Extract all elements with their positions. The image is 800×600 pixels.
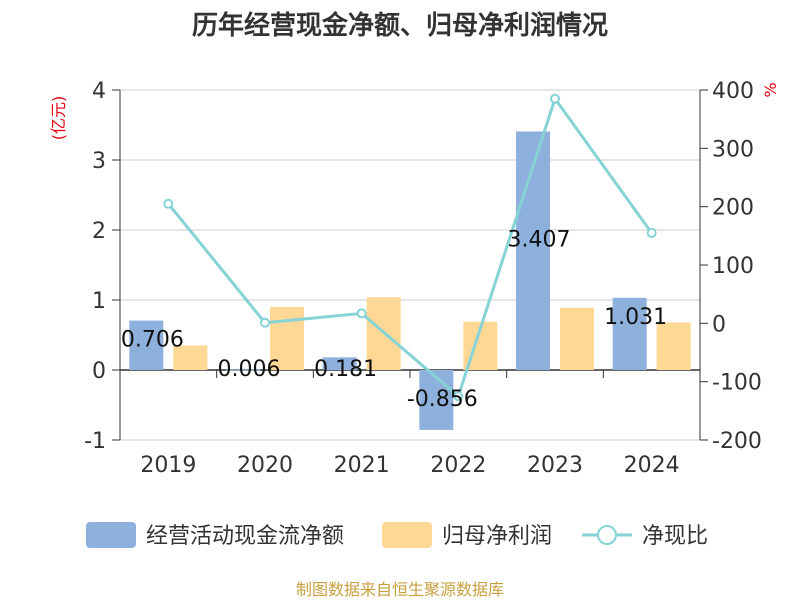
left-tick-label: 4 [92,79,106,104]
left-tick-label: 2 [92,219,106,244]
cash-flow-bar [322,357,357,370]
right-tick-label: 0 [712,312,726,337]
net-profit-bar [560,307,594,370]
net-profit-bar [656,322,691,370]
right-tick-label: 400 [712,79,754,104]
ratio-point [356,308,367,319]
legend-swatch-ratio-point [597,525,617,545]
net-profit-bar [270,307,304,370]
cash-flow-data-label: -0.856 [407,387,478,412]
left-tick-label: 0 [92,359,106,384]
ratio-point [260,317,270,328]
cash-flow-data-label: 3.407 [508,228,571,253]
x-tick-label: 2023 [527,453,583,478]
legend: 经营活动现金流净额 归母净利润 净现比 [86,522,708,549]
right-tick-label: 200 [712,196,754,221]
cash-flow-data-label: 1.031 [604,305,667,330]
ratio-point [453,391,464,402]
chart-title: 历年经营现金净额、归母净利润情况 [192,10,608,41]
right-tick-label: 300 [712,137,754,162]
cash-flow-data-label: 0.706 [121,328,184,353]
left-axis-unit: (亿元) [49,96,68,141]
left-tick-label: 1 [92,289,106,314]
left-tick-label: 3 [92,149,106,174]
source-note: 制图数据来自恒生聚源数据库 [296,580,504,599]
ratio-point [550,93,560,104]
axes: -1 0 1 2 3 4 -200 -100 0 100 200 300 400 2019 2020 2021… [84,79,762,478]
legend-label-ratio: 净现比 [642,524,708,549]
cash-flow-bar [226,369,260,371]
left-tick-label: -1 [84,429,106,454]
x-tick-label: 2024 [624,453,680,478]
data-labels: 0.706 0.006 0.181 -0.856 3.407 1.031 [121,228,667,412]
ratio-point [646,227,657,238]
right-tick-label: 100 [712,254,754,279]
x-tick-label: 2020 [237,453,293,478]
legend-swatch-net-profit [382,522,432,548]
net-profit-bar [173,345,208,370]
ratio-line [163,93,657,402]
ratio-point [163,198,174,209]
right-axis-unit: % [761,82,780,97]
legend-label-cash-flow: 经营活动现金流净额 [146,524,344,549]
cash-flow-bar [612,297,647,370]
x-tick-label: 2019 [140,453,196,478]
x-tick-label: 2021 [334,453,390,478]
legend-swatch-cash-flow [86,522,136,548]
right-tick-label: -100 [712,371,762,396]
cash-flow-bar [419,370,454,430]
right-tick-label: -200 [712,429,762,454]
cash-flow-data-label: 0.006 [218,357,281,382]
bars [129,131,691,430]
cash-flow-bar [129,320,164,370]
legend-label-net-profit: 归母净利润 [442,524,552,549]
cash-flow-data-label: 0.181 [314,357,377,382]
x-tick-label: 2022 [430,453,486,478]
ratio-polyline [167,95,653,399]
